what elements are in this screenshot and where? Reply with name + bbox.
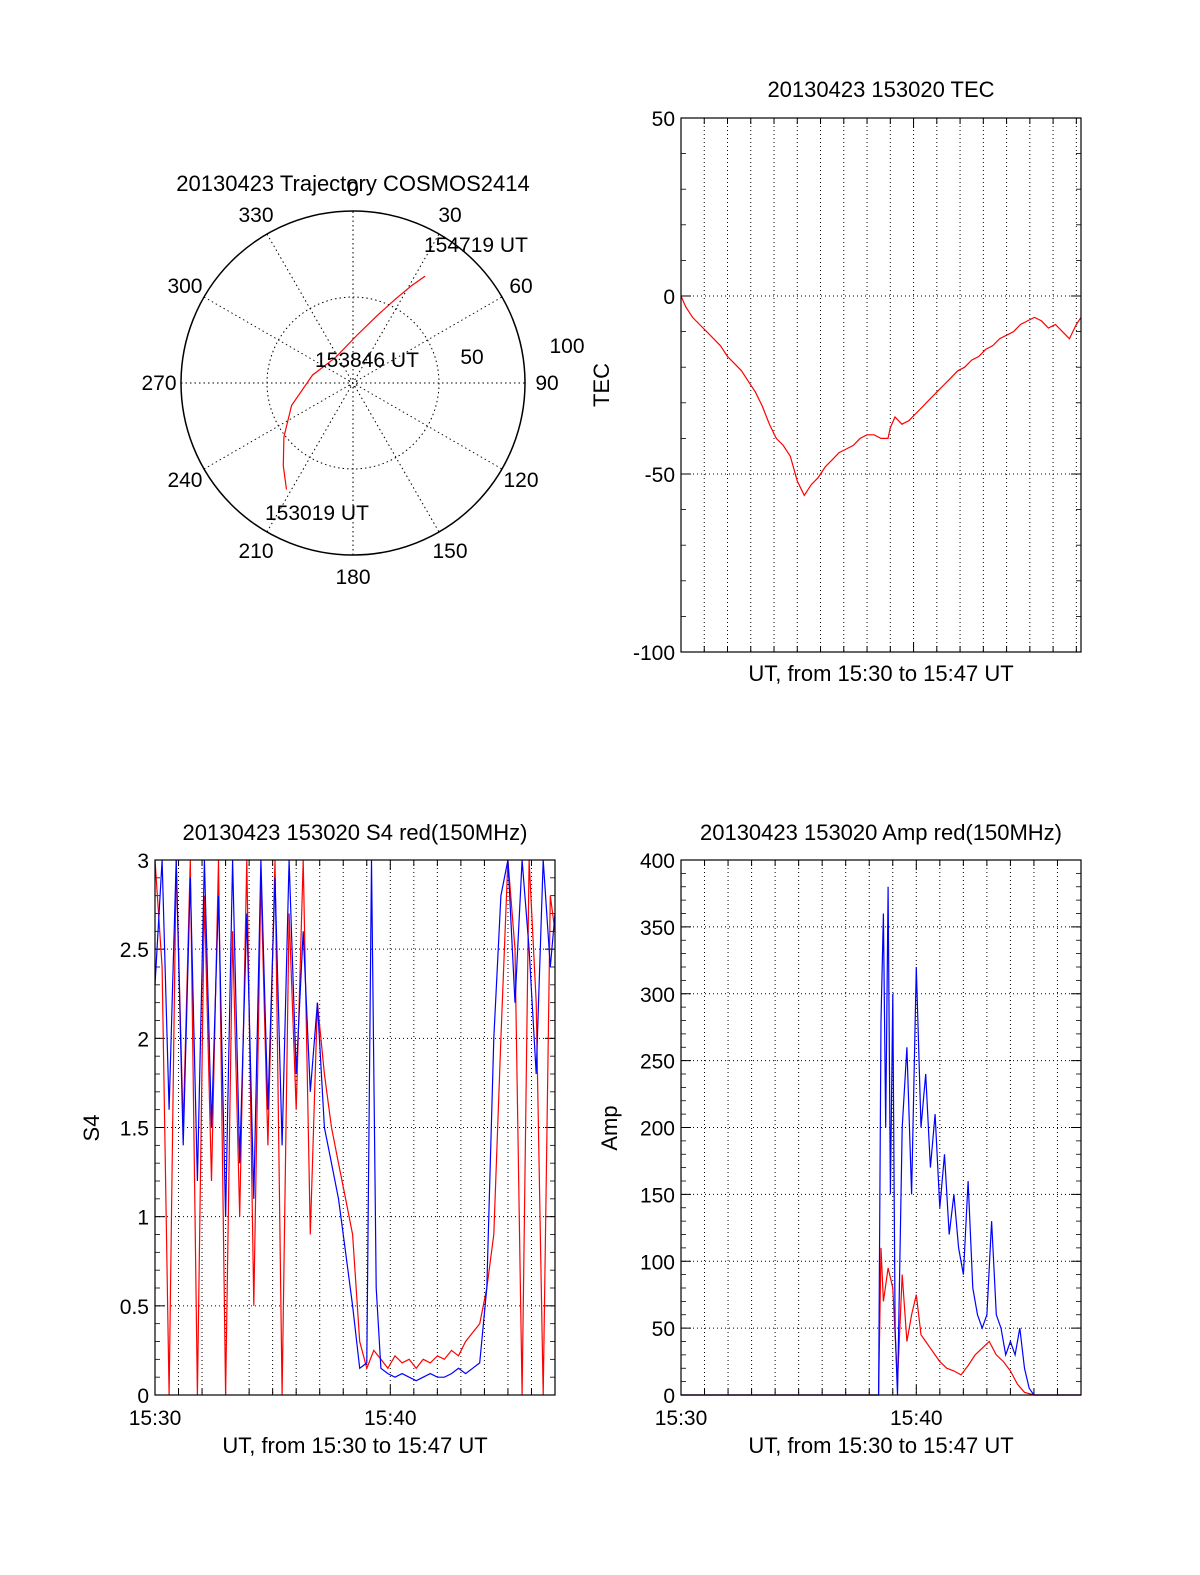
annotation-mid-time: 153846 UT bbox=[315, 349, 419, 372]
tec-plot-frame bbox=[680, 117, 1082, 653]
polar-radial-label-100: 100 bbox=[549, 335, 584, 358]
amp-ytick-label: 350 bbox=[640, 917, 675, 940]
amp-ticks bbox=[680, 859, 1082, 1396]
amp-x-tick-labels: 15:30 15:40 bbox=[655, 1407, 943, 1430]
polar-chart: 20130423 Trajectory COSMOS2414 0 30 60 90 12… bbox=[141, 171, 584, 589]
tec-ytick-label: 0 bbox=[663, 286, 675, 309]
amp-red-series-line bbox=[681, 1247, 1081, 1396]
amp-xtick-label: 15:40 bbox=[890, 1407, 943, 1430]
amp-ytick-label: 200 bbox=[640, 1118, 675, 1141]
amp-xlabel: UT, from 15:30 to 15:47 UT bbox=[748, 1433, 1013, 1458]
polar-azimuth-labels: 0 30 60 90 120 150 180 210 240 270 300 330 bbox=[141, 178, 558, 589]
polar-azimuth-label: 180 bbox=[335, 566, 370, 589]
tec-title: 20130423 153020 TEC bbox=[767, 77, 994, 102]
polar-azimuth-label: 150 bbox=[432, 540, 467, 563]
amp-ytick-label: 50 bbox=[652, 1318, 675, 1341]
annotation-end-time: 154719 UT bbox=[424, 234, 528, 257]
tec-ticks bbox=[680, 117, 1081, 653]
amp-blue-series-line bbox=[681, 886, 1081, 1396]
amp-chart: 20130423 153020 Amp red(150MHz) 0 50 100 15… bbox=[597, 820, 1082, 1458]
tec-chart: 20130423 153020 TEC 50 0 -50 -100 UT, from … bbox=[589, 77, 1082, 686]
amp-ytick-label: 250 bbox=[640, 1051, 675, 1074]
tec-xlabel: UT, from 15:30 to 15:47 UT bbox=[748, 661, 1013, 686]
polar-azimuth-label: 30 bbox=[438, 204, 461, 227]
s4-ytick-label: 0.5 bbox=[120, 1296, 149, 1319]
polar-azimuth-label: 240 bbox=[167, 469, 202, 492]
polar-grid bbox=[180, 210, 526, 556]
polar-azimuth-label: 0 bbox=[347, 178, 359, 201]
amp-ytick-label: 400 bbox=[640, 850, 675, 873]
s4-title: 20130423 153020 S4 red(150MHz) bbox=[183, 820, 528, 845]
tec-ylabel: TEC bbox=[589, 363, 614, 407]
amp-title: 20130423 153020 Amp red(150MHz) bbox=[700, 820, 1062, 845]
amp-y-tick-labels: 0 50 100 150 200 250 300 350 400 bbox=[640, 850, 675, 1408]
amp-ytick-label: 0 bbox=[663, 1385, 675, 1408]
s4-blue-series-line bbox=[154, 859, 556, 1382]
tec-y-tick-labels: 50 0 -50 -100 bbox=[633, 108, 675, 665]
amp-ylabel: Amp bbox=[597, 1105, 622, 1150]
amp-xtick-label: 15:30 bbox=[655, 1407, 708, 1430]
polar-azimuth-label: 330 bbox=[238, 204, 273, 227]
s4-chart: 20130423 153020 S4 red(150MHz) 0 0.5 1 1.5 2… bbox=[79, 820, 556, 1458]
s4-red-series-line bbox=[154, 859, 556, 1396]
s4-ytick-label: 2.5 bbox=[120, 939, 149, 962]
amp-ytick-label: 300 bbox=[640, 984, 675, 1007]
polar-radial-label-50: 50 bbox=[460, 346, 483, 369]
polar-azimuth-label: 300 bbox=[167, 275, 202, 298]
s4-xtick-label: 15:30 bbox=[129, 1407, 182, 1430]
annotation-start-time: 153019 UT bbox=[265, 502, 369, 525]
s4-xtick-label: 15:40 bbox=[364, 1407, 417, 1430]
s4-ytick-label: 3 bbox=[137, 850, 149, 873]
s4-plot-frame bbox=[154, 859, 556, 1396]
s4-ytick-label: 1 bbox=[137, 1207, 149, 1230]
s4-grid bbox=[155, 860, 555, 1395]
s4-xlabel: UT, from 15:30 to 15:47 UT bbox=[222, 1433, 487, 1458]
s4-ylabel: S4 bbox=[79, 1115, 104, 1142]
polar-azimuth-label: 210 bbox=[238, 540, 273, 563]
tec-ytick-label: -100 bbox=[633, 642, 675, 665]
polar-azimuth-label: 60 bbox=[509, 275, 532, 298]
s4-ytick-label: 2 bbox=[137, 1028, 149, 1051]
tec-ytick-label: 50 bbox=[652, 108, 675, 131]
s4-ytick-label: 0 bbox=[137, 1385, 149, 1408]
s4-y-tick-labels: 0 0.5 1 1.5 2 2.5 3 bbox=[120, 850, 149, 1408]
polar-azimuth-label: 120 bbox=[503, 469, 538, 492]
amp-ytick-label: 100 bbox=[640, 1251, 675, 1274]
tec-grid bbox=[681, 118, 1081, 652]
polar-grid-spoke bbox=[266, 233, 440, 533]
amp-ytick-label: 150 bbox=[640, 1184, 675, 1207]
tec-series-line bbox=[680, 295, 1082, 497]
s4-ytick-label: 1.5 bbox=[120, 1118, 149, 1141]
amp-plot-frame bbox=[680, 859, 1082, 1396]
amp-grid bbox=[681, 860, 1081, 1395]
s4-x-tick-labels: 15:30 15:40 bbox=[129, 1407, 417, 1430]
polar-azimuth-label: 270 bbox=[141, 372, 176, 395]
tec-ytick-label: -50 bbox=[645, 464, 675, 487]
polar-title: 20130423 Trajectory COSMOS2414 bbox=[176, 171, 529, 196]
polar-trajectory-line bbox=[282, 275, 426, 490]
polar-azimuth-label: 90 bbox=[535, 372, 558, 395]
